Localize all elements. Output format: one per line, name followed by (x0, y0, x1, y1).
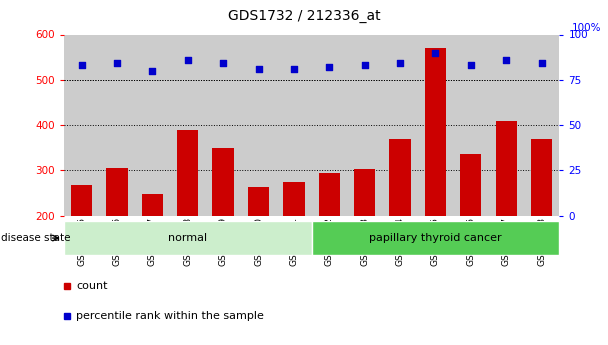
Bar (71, 185, 92, 306)
Text: 100%: 100% (572, 23, 601, 33)
Text: disease state: disease state (1, 233, 71, 243)
Text: papillary thyroid cancer: papillary thyroid cancer (369, 233, 502, 243)
Bar (241, 34, 276, 216)
Bar (489, 34, 524, 216)
Bar (390, 139, 410, 306)
Point (537, 61, 547, 66)
Text: percentile rank within the sample: percentile rank within the sample (76, 311, 264, 321)
Text: normal: normal (168, 233, 207, 243)
Point (395, 61, 405, 66)
Bar (496, 121, 517, 306)
Bar (64, 34, 99, 216)
Bar (347, 34, 382, 216)
Point (325, 64, 334, 70)
Bar (206, 34, 241, 216)
Bar (276, 34, 311, 216)
Bar (311, 34, 347, 216)
Point (254, 66, 263, 72)
Bar (311, 221, 559, 255)
Bar (418, 34, 453, 216)
Bar (524, 34, 559, 216)
Point (289, 66, 299, 72)
Point (77, 62, 86, 68)
Bar (453, 34, 489, 216)
Point (466, 62, 475, 68)
Point (183, 57, 193, 62)
Bar (460, 155, 482, 306)
Text: count: count (76, 282, 108, 291)
Point (148, 68, 157, 73)
Bar (177, 130, 198, 306)
Bar (425, 48, 446, 306)
Point (360, 62, 370, 68)
Bar (248, 187, 269, 306)
Bar (283, 182, 305, 306)
Point (430, 50, 440, 55)
Bar (99, 34, 134, 216)
Text: GDS1732 / 212336_at: GDS1732 / 212336_at (227, 9, 381, 23)
Bar (170, 34, 206, 216)
Bar (531, 139, 552, 306)
Bar (134, 34, 170, 216)
Bar (354, 169, 375, 306)
Bar (212, 148, 233, 306)
Bar (106, 168, 128, 306)
Point (502, 57, 511, 62)
Bar (382, 34, 418, 216)
Point (112, 61, 122, 66)
Point (218, 61, 228, 66)
Bar (64, 221, 311, 255)
Bar (319, 172, 340, 306)
Bar (142, 194, 163, 306)
